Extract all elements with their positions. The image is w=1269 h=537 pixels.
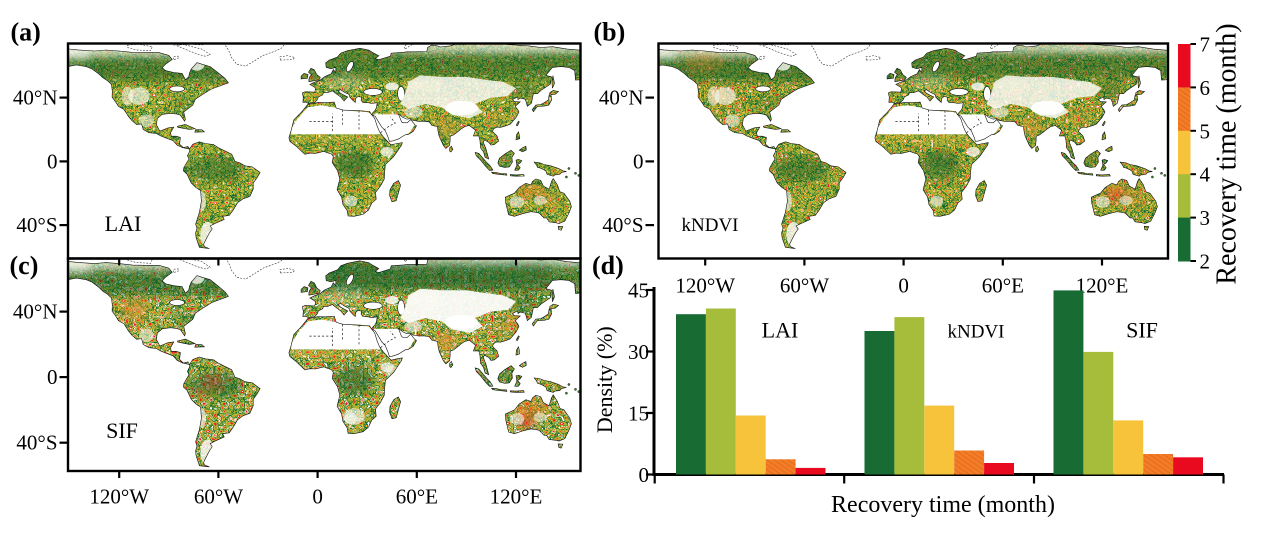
svg-text:SIF: SIF [1126,318,1158,343]
svg-text:45: 45 [628,279,649,303]
svg-text:Recovery time (month): Recovery time (month) [1212,23,1243,284]
svg-text:(b): (b) [594,18,626,47]
svg-text:60°W: 60°W [194,485,243,509]
svg-text:4: 4 [1200,163,1211,187]
svg-text:40°N: 40°N [13,300,58,324]
svg-text:kNDVI: kNDVI [948,322,1005,343]
svg-text:120°W: 120°W [675,274,735,298]
svg-text:15: 15 [628,402,649,426]
svg-text:40°S: 40°S [16,431,57,455]
svg-text:120°E: 120°E [1076,274,1129,298]
svg-text:7: 7 [1200,33,1211,57]
svg-text:0: 0 [312,485,323,509]
svg-text:120°W: 120°W [89,485,149,509]
svg-text:40°S: 40°S [602,213,643,237]
svg-text:Recovery time (month): Recovery time (month) [831,492,1055,518]
svg-text:3: 3 [1200,206,1211,230]
svg-text:0: 0 [633,149,644,173]
svg-text:60°E: 60°E [982,274,1024,298]
svg-text:LAI: LAI [105,211,142,236]
svg-text:0: 0 [639,463,650,487]
svg-text:40°N: 40°N [13,86,58,110]
svg-text:Density (%): Density (%) [592,326,617,433]
svg-text:40°N: 40°N [599,86,644,110]
svg-text:0: 0 [898,274,909,298]
svg-text:60°W: 60°W [780,274,829,298]
svg-text:40°S: 40°S [16,213,57,237]
svg-text:2: 2 [1200,250,1211,274]
svg-text:LAI: LAI [762,318,799,343]
svg-text:30: 30 [628,340,649,364]
svg-text:(d): (d) [592,251,624,280]
svg-text:0: 0 [47,149,58,173]
svg-text:6: 6 [1200,76,1211,100]
svg-text:(c): (c) [10,251,39,280]
svg-text:60°E: 60°E [396,485,438,509]
svg-text:(a): (a) [11,18,41,47]
svg-text:0: 0 [47,365,58,389]
svg-text:SIF: SIF [106,418,138,443]
svg-text:5: 5 [1200,119,1211,143]
svg-text:kNDVI: kNDVI [682,215,739,236]
svg-text:120°E: 120°E [490,485,543,509]
